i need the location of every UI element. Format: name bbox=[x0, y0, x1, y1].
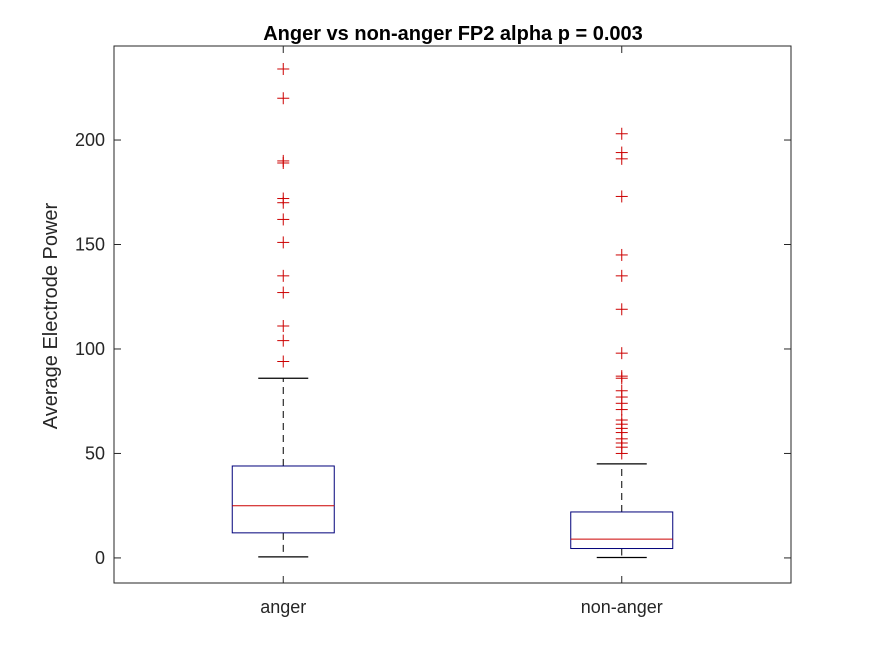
outlier-point bbox=[277, 334, 290, 347]
outlier-point bbox=[615, 384, 628, 397]
outlier-point bbox=[277, 92, 290, 105]
y-tick-label: 150 bbox=[75, 235, 105, 255]
outlier-point bbox=[615, 146, 628, 159]
x-axis-ticks: anger non-anger bbox=[260, 46, 663, 617]
outlier-point bbox=[277, 286, 290, 299]
outlier-point bbox=[277, 319, 290, 332]
outlier-point bbox=[615, 190, 628, 203]
outlier-point bbox=[615, 347, 628, 360]
iqr-box bbox=[570, 511, 674, 550]
outlier-point bbox=[615, 269, 628, 282]
outlier-point bbox=[277, 236, 290, 249]
y-tick-label: 50 bbox=[85, 443, 105, 463]
y-tick-label: 0 bbox=[95, 548, 105, 568]
outlier-point bbox=[615, 414, 628, 427]
outlier-point bbox=[277, 154, 290, 167]
axes-box bbox=[113, 45, 792, 584]
outlier-point bbox=[277, 213, 290, 226]
plot-area bbox=[231, 62, 674, 559]
x-tick-label: non-anger bbox=[581, 597, 663, 617]
y-tick-label: 200 bbox=[75, 130, 105, 150]
outlier-point bbox=[277, 192, 290, 205]
outlier-point bbox=[615, 303, 628, 316]
y-tick-label: 100 bbox=[75, 339, 105, 359]
outlier-point bbox=[615, 248, 628, 261]
iqr-box bbox=[231, 465, 335, 534]
outlier-point bbox=[277, 269, 290, 282]
outlier-point bbox=[615, 370, 628, 383]
box-group-anger bbox=[231, 62, 335, 558]
x-tick-label: anger bbox=[260, 597, 306, 617]
outlier-point bbox=[277, 62, 290, 75]
y-axis-ticks: 0 50 100 150 200 bbox=[75, 130, 791, 568]
box-group-non-anger bbox=[570, 127, 674, 559]
outlier-point bbox=[615, 127, 628, 140]
outlier-point bbox=[277, 355, 290, 368]
y-axis-label: Average Electrode Power bbox=[40, 202, 62, 429]
chart-title: Anger vs non-anger FP2 alpha p = 0.003 bbox=[263, 23, 643, 45]
